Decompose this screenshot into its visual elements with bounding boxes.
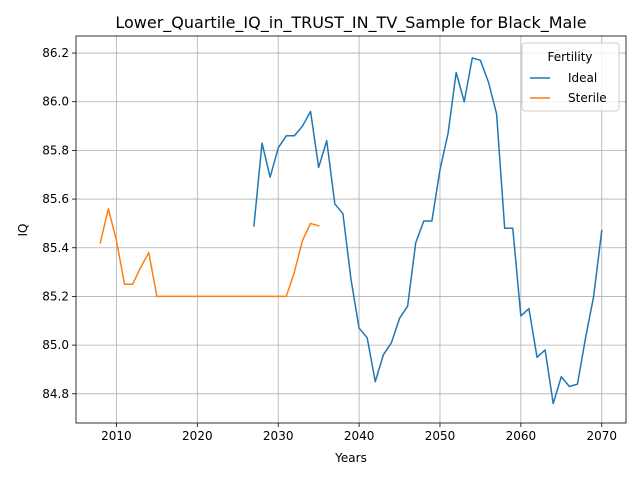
- series-line-sterile: [99, 208, 320, 298]
- y-tick-label: 85.6: [42, 192, 69, 206]
- y-axis-ticks: 84.8 85.0 85.2 85.4 85.6 85.8 86.0 86.2: [42, 46, 76, 401]
- y-tick-label: 85.0: [42, 338, 69, 352]
- y-tick-label: 84.8: [42, 387, 69, 401]
- legend-title: Fertility: [547, 50, 592, 64]
- legend-label-ideal: Ideal: [568, 71, 597, 85]
- x-tick-label: 2040: [344, 429, 375, 443]
- x-tick-label: 2030: [263, 429, 294, 443]
- y-tick-label: 85.2: [42, 289, 69, 303]
- x-tick-label: 2070: [586, 429, 617, 443]
- y-tick-label: 85.4: [42, 241, 69, 255]
- series-lines: [99, 57, 603, 405]
- chart-title: Lower_Quartile_IQ_in_TRUST_IN_TV_Sample …: [115, 13, 586, 33]
- x-tick-label: 2020: [182, 429, 213, 443]
- y-tick-label: 86.2: [42, 46, 69, 60]
- series-line-ideal: [253, 57, 603, 405]
- y-tick-label: 85.8: [42, 143, 69, 157]
- x-axis-ticks: 2010 2020 2030 2040 2050 2060 2070: [101, 423, 617, 443]
- legend-frame: [521, 42, 620, 112]
- x-tick-label: 2060: [506, 429, 537, 443]
- legend-label-sterile: Sterile: [568, 91, 607, 105]
- x-axis-label: Years: [334, 451, 367, 465]
- x-tick-label: 2010: [101, 429, 132, 443]
- y-tick-label: 86.0: [42, 95, 69, 109]
- legend: Fertility Ideal Sterile: [521, 42, 620, 112]
- plot-frame: [75, 35, 627, 424]
- y-axis-label: IQ: [16, 224, 30, 237]
- x-tick-label: 2050: [425, 429, 456, 443]
